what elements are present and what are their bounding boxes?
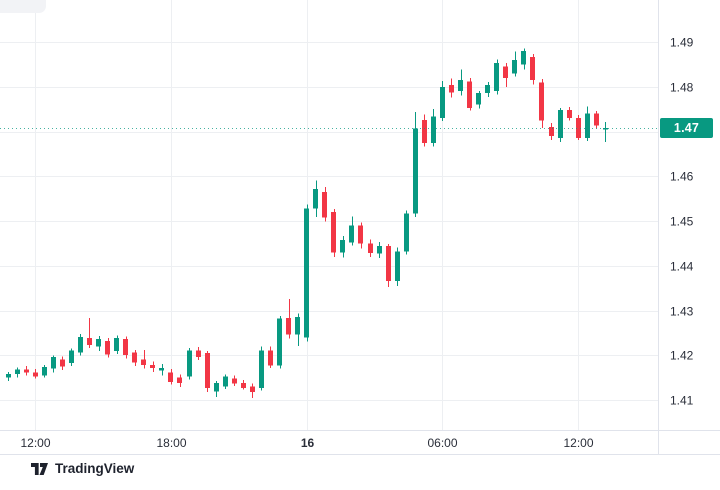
candle-body-down xyxy=(105,340,110,355)
candle-body-up xyxy=(404,213,409,252)
candle-body-down xyxy=(132,352,137,363)
candle-body-down xyxy=(168,372,173,383)
candle-body-down xyxy=(33,372,38,377)
candle-body-down xyxy=(268,350,273,366)
candle-body-down xyxy=(177,377,182,383)
candle-body-down xyxy=(250,386,255,392)
candle-body-up xyxy=(96,339,101,347)
candle-body-down xyxy=(150,365,155,369)
candle-body-down xyxy=(422,119,427,144)
candle-body-up xyxy=(15,369,20,375)
x-tick-label: 12:00 xyxy=(20,436,50,450)
candle-body-up xyxy=(42,366,47,376)
candle-body-down xyxy=(322,191,327,218)
candle-body-up xyxy=(395,251,400,281)
candle-body-up xyxy=(485,85,490,94)
candle-body-up xyxy=(458,80,463,92)
candle-body-up xyxy=(585,113,590,138)
candle-body-up xyxy=(349,225,354,243)
candle-body-up xyxy=(521,51,526,65)
candle-body-up xyxy=(69,350,74,363)
y-tick-label: 1.49 xyxy=(670,36,694,50)
candle-body-up xyxy=(558,110,563,139)
candle-body-down xyxy=(467,81,472,108)
candle-body-down xyxy=(331,212,336,253)
candle-body-up xyxy=(114,337,119,351)
x-tick-label: 16 xyxy=(301,436,315,450)
y-tick-label: 1.46 xyxy=(670,170,694,184)
candle-body-up xyxy=(159,367,164,371)
candle-body-down xyxy=(539,82,544,121)
x-tick-label: 06:00 xyxy=(427,436,457,450)
candle-body-up xyxy=(431,116,436,144)
top-left-widget-stub xyxy=(0,0,46,13)
candle-body-down xyxy=(576,118,581,138)
candle-body-down xyxy=(286,318,291,335)
tradingview-logo-icon xyxy=(31,462,48,475)
candle-body-down xyxy=(241,383,246,388)
candle-body-up xyxy=(259,350,264,388)
candle-body-down xyxy=(141,359,146,366)
y-tick-label: 1.44 xyxy=(670,260,694,274)
y-tick-label: 1.45 xyxy=(670,215,694,229)
x-tick-label: 18:00 xyxy=(156,436,186,450)
candle-body-up xyxy=(304,208,309,338)
candle-body-up xyxy=(6,374,11,378)
candle-body-up xyxy=(295,316,300,335)
candle-body-down xyxy=(24,369,29,373)
candle-body-up xyxy=(476,93,481,105)
y-tick-label: 1.43 xyxy=(670,305,694,319)
candle-body-up xyxy=(187,350,192,377)
candle-body-up xyxy=(603,127,608,130)
candle-body-down xyxy=(567,110,572,119)
candle-body-up xyxy=(313,188,318,209)
tradingview-wordmark: TradingView xyxy=(55,461,135,476)
y-tick-label: 1.42 xyxy=(670,349,694,363)
candle-body-up xyxy=(340,239,345,253)
candle-body-up xyxy=(51,357,56,369)
candle-body-up xyxy=(214,383,219,392)
candle-body-up xyxy=(78,336,83,353)
candle-body-up xyxy=(494,63,499,92)
candle-body-down xyxy=(358,225,363,244)
x-tick-label: 12:00 xyxy=(563,436,593,450)
candle-body-up xyxy=(377,246,382,254)
candle-body-down xyxy=(549,127,554,136)
candle-body-down xyxy=(60,359,65,367)
candle-body-up xyxy=(413,128,418,214)
candle-body-up xyxy=(512,59,517,74)
candle-body-down xyxy=(449,85,454,93)
candle-body-down xyxy=(196,350,201,357)
candle-body-down xyxy=(530,56,535,81)
candle-body-down xyxy=(123,339,128,355)
candle-body-down xyxy=(205,353,210,388)
candle-body-down xyxy=(594,113,599,126)
candle-body-up xyxy=(277,318,282,366)
last-price-badge: 1.47 xyxy=(660,118,713,138)
tradingview-attribution[interactable]: TradingView xyxy=(31,461,134,476)
candle-body-up xyxy=(440,86,445,119)
candle-body-down xyxy=(87,337,92,345)
candle-body-down xyxy=(232,378,237,384)
candle-body-down xyxy=(386,246,391,281)
candle-body-down xyxy=(503,66,508,78)
candle-body-up xyxy=(223,376,228,387)
y-tick-label: 1.41 xyxy=(670,394,694,408)
candle-body-down xyxy=(368,243,373,254)
y-tick-label: 1.48 xyxy=(670,81,694,95)
